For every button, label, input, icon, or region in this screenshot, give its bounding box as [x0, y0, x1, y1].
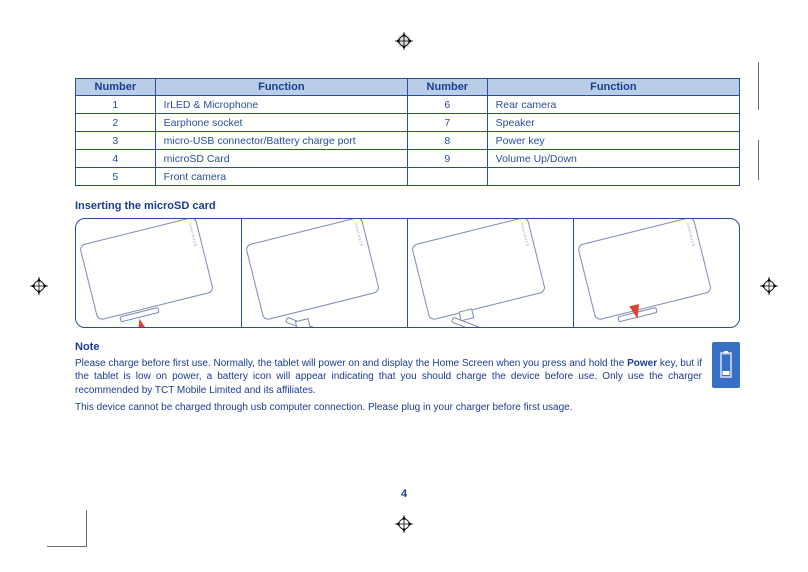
col-header: Function: [155, 79, 407, 96]
col-header: Number: [407, 79, 487, 96]
cell-function: Front camera: [155, 168, 407, 186]
note-p1a: Please charge before first use. Normally…: [75, 358, 627, 369]
tablet-illustration: ALCATEL onetouch: [245, 218, 391, 325]
microsd-card-icon: [458, 308, 474, 321]
section-title: Inserting the microSD card: [75, 200, 740, 212]
cell-number: 4: [76, 150, 156, 168]
page-number: 4: [0, 488, 808, 500]
col-header: Number: [76, 79, 156, 96]
function-table: Number Function Number Function 1 IrLED …: [75, 78, 740, 186]
battery-low-icon: 10%: [712, 342, 740, 388]
cell-number: 1: [76, 96, 156, 114]
crop-tick: [86, 510, 87, 546]
note-p1-bold: Power: [627, 358, 657, 369]
table-row: 5 Front camera: [76, 168, 740, 186]
cell-function: Speaker: [487, 114, 739, 132]
cell-number: 3: [76, 132, 156, 150]
diagram-step-4: ALCATEL onetouch: [574, 219, 739, 327]
tablet-illustration: ALCATEL onetouch: [411, 218, 557, 325]
cell-function: Rear camera: [487, 96, 739, 114]
microsd-diagram: ALCATEL onetouch ALCATEL onetouch ALCATE…: [75, 218, 740, 328]
note-section: Note Please charge before first use. Nor…: [75, 340, 740, 415]
tablet-illustration: ALCATEL onetouch: [577, 218, 723, 325]
cell-function: Power key: [487, 132, 739, 150]
crop-tick: [758, 62, 759, 110]
crop-tick: [758, 140, 759, 180]
cell-number: 8: [407, 132, 487, 150]
note-title: Note: [75, 340, 702, 355]
table-row: 4 microSD Card 9 Volume Up/Down: [76, 150, 740, 168]
registration-mark-left: [30, 277, 48, 295]
cell-number: 6: [407, 96, 487, 114]
page-content: Number Function Number Function 1 IrLED …: [75, 78, 740, 415]
table-row: 3 micro-USB connector/Battery charge por…: [76, 132, 740, 150]
cell-function: [487, 168, 739, 186]
cell-function: IrLED & Microphone: [155, 96, 407, 114]
cell-number: [407, 168, 487, 186]
cell-number: 5: [76, 168, 156, 186]
diagram-step-1: ALCATEL onetouch: [76, 219, 242, 327]
table-row: 2 Earphone socket 7 Speaker: [76, 114, 740, 132]
cell-number: 9: [407, 150, 487, 168]
diagram-step-2: ALCATEL onetouch: [242, 219, 408, 327]
microsd-card-icon: [295, 318, 311, 328]
tablet-illustration: ALCATEL onetouch: [79, 218, 225, 325]
svg-text:10%: 10%: [723, 352, 729, 356]
cell-function: micro-USB connector/Battery charge port: [155, 132, 407, 150]
col-header: Function: [487, 79, 739, 96]
table-row: 1 IrLED & Microphone 6 Rear camera: [76, 96, 740, 114]
cell-function: Volume Up/Down: [487, 150, 739, 168]
cell-number: 2: [76, 114, 156, 132]
registration-mark-bottom: [395, 515, 413, 533]
table-header-row: Number Function Number Function: [76, 79, 740, 96]
arrow-up-icon: [135, 318, 148, 328]
crop-tick: [47, 546, 87, 547]
note-p2: This device cannot be charged through us…: [75, 402, 573, 413]
cell-function: microSD Card: [155, 150, 407, 168]
registration-mark-right: [760, 277, 778, 295]
note-text: Note Please charge before first use. Nor…: [75, 340, 702, 415]
registration-mark-top: [395, 32, 413, 50]
diagram-step-3: ALCATEL onetouch: [408, 219, 574, 327]
cell-function: Earphone socket: [155, 114, 407, 132]
cell-number: 7: [407, 114, 487, 132]
